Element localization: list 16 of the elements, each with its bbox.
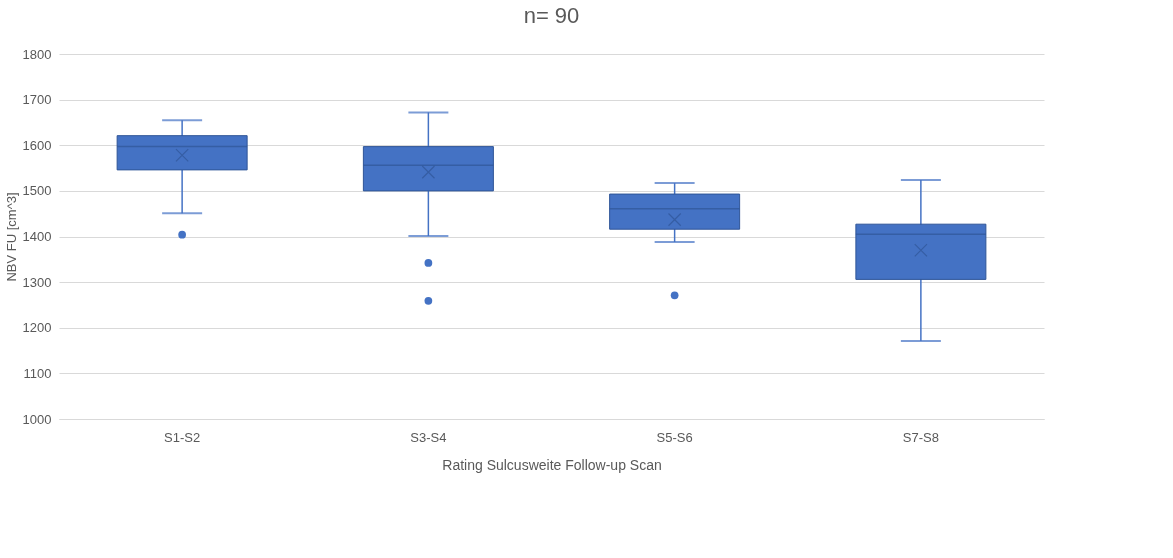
x-tick-label: S7-S8 bbox=[902, 429, 939, 445]
y-tick-label: 1100 bbox=[23, 365, 52, 381]
x-tick-label: S1-S2 bbox=[164, 429, 201, 445]
y-tick-label: 1200 bbox=[22, 320, 52, 336]
y-tick-label: 1400 bbox=[22, 229, 52, 244]
y-tick-label: 1000 bbox=[22, 411, 52, 427]
y-tick-label: 1500 bbox=[22, 183, 52, 199]
x-tick-label: S3-S4 bbox=[410, 429, 447, 445]
y-axis-title: NBV FU [cm^3] bbox=[3, 192, 19, 282]
chart-title: n= 90 bbox=[523, 3, 580, 28]
x-axis-title: Rating Sulcusweite Follow-up Scan bbox=[442, 456, 662, 473]
y-tick-label: 1600 bbox=[22, 137, 52, 153]
y-tick-label: 1300 bbox=[22, 274, 52, 290]
x-tick-label: S5-S6 bbox=[656, 429, 693, 445]
y-tick-label: 1700 bbox=[22, 92, 52, 108]
y-tick-label: 1800 bbox=[22, 46, 52, 62]
